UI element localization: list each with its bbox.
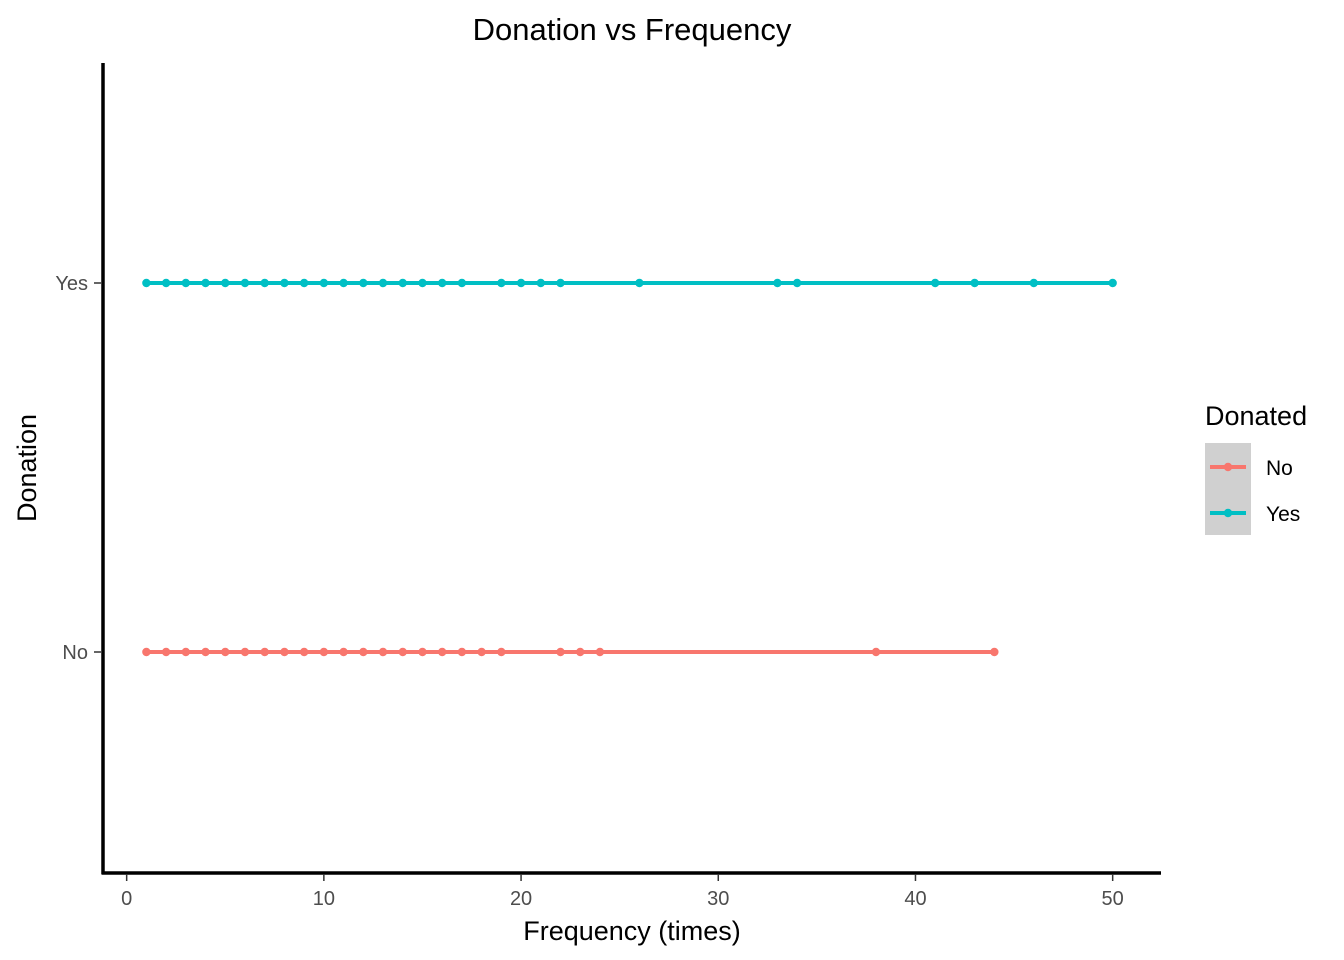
data-point	[339, 647, 348, 657]
data-point	[457, 278, 467, 288]
data-point	[497, 278, 506, 288]
data-point	[773, 278, 782, 288]
data-point	[161, 647, 171, 657]
y-tick-label: No	[62, 642, 88, 664]
data-point	[536, 278, 545, 288]
data-point	[260, 647, 269, 657]
data-point	[516, 278, 526, 288]
data-point	[556, 647, 565, 657]
data-point	[319, 647, 329, 657]
data-point	[595, 647, 605, 657]
data-point	[181, 278, 191, 288]
x-tick-label: 40	[904, 888, 926, 910]
data-point	[792, 278, 802, 288]
data-point	[299, 647, 309, 657]
data-point	[418, 647, 427, 657]
data-point	[240, 278, 250, 288]
data-point	[359, 647, 368, 657]
data-point	[477, 647, 486, 657]
data-point	[556, 278, 565, 288]
data-point	[319, 278, 329, 288]
data-point	[240, 647, 250, 657]
y-tick-label: Yes	[55, 273, 88, 295]
data-point	[378, 278, 388, 288]
x-tick-label: 0	[121, 888, 132, 910]
x-tick-label: 50	[1102, 888, 1124, 910]
data-point	[1108, 278, 1117, 288]
data-point	[280, 647, 289, 657]
data-point	[339, 278, 348, 288]
legend-key-point	[1223, 508, 1233, 518]
x-axis-title: Frequency (times)	[523, 916, 741, 946]
data-point	[970, 278, 979, 288]
data-point	[161, 278, 171, 288]
x-tick-label: 10	[313, 888, 335, 910]
legend: Donated No Yes	[1205, 401, 1307, 535]
data-point	[437, 647, 447, 657]
data-point	[457, 647, 467, 657]
legend-title: Donated	[1205, 401, 1307, 431]
data-point	[990, 647, 999, 657]
legend-key-point	[1223, 462, 1233, 472]
y-axis-title: Donation	[12, 414, 42, 522]
data-point	[142, 278, 151, 288]
data-point	[576, 647, 585, 657]
data-point	[359, 278, 368, 288]
data-point	[930, 278, 940, 288]
data-point	[201, 278, 210, 288]
series-no	[142, 647, 999, 657]
x-tick-label: 30	[707, 888, 729, 910]
data-point	[398, 647, 407, 657]
legend-label: Yes	[1266, 503, 1300, 526]
data-point	[437, 278, 447, 288]
data-point	[221, 278, 230, 288]
data-point	[181, 647, 191, 657]
data-point	[497, 647, 506, 657]
chart-title: Donation vs Frequency	[473, 12, 792, 47]
data-point	[260, 278, 269, 288]
data-point	[221, 647, 230, 657]
x-ticks: 0 10 20 30 40 50	[121, 874, 1124, 910]
series-yes	[142, 278, 1117, 288]
y-ticks: No Yes	[55, 273, 101, 664]
data-point	[635, 278, 644, 288]
data-point	[142, 647, 151, 657]
data-point	[280, 278, 289, 288]
series-layer	[142, 278, 1117, 657]
data-point	[871, 647, 881, 657]
data-point	[398, 278, 407, 288]
data-point	[418, 278, 427, 288]
data-point	[299, 278, 309, 288]
legend-entries: No Yes	[1210, 457, 1300, 526]
legend-label: No	[1266, 457, 1293, 480]
data-point	[201, 647, 210, 657]
data-point	[1029, 278, 1038, 288]
legend-key-background	[1205, 443, 1251, 535]
x-tick-label: 20	[510, 888, 532, 910]
data-point	[378, 647, 388, 657]
